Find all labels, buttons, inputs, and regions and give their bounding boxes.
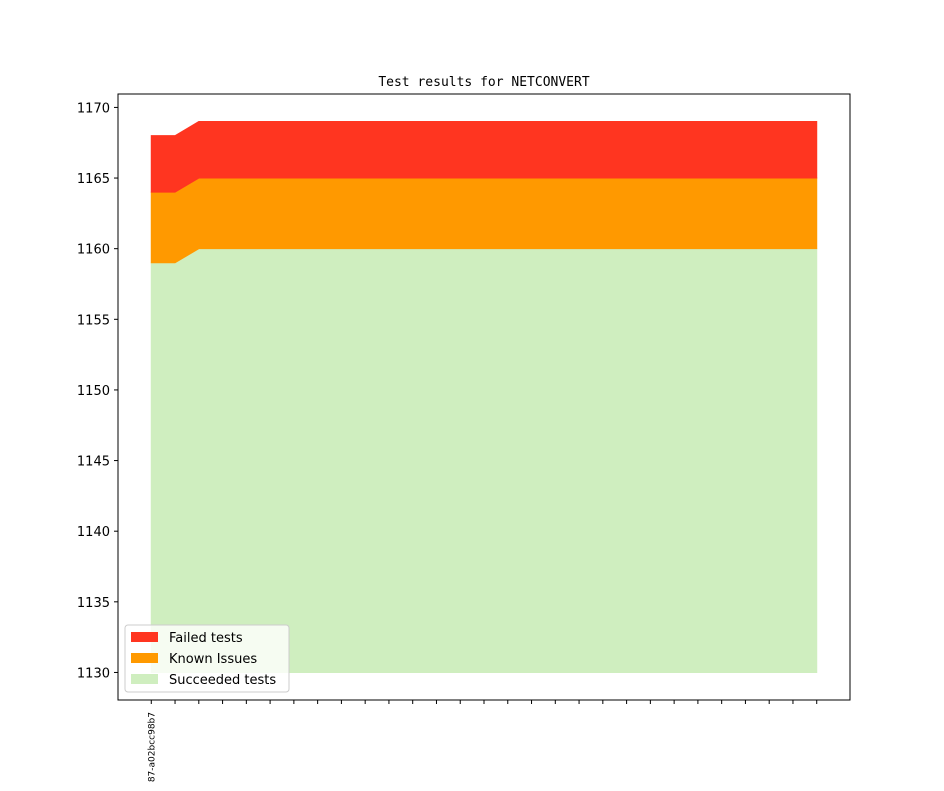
y-tick-label: 1135 xyxy=(77,596,110,611)
legend-box xyxy=(124,624,290,693)
legend-label: Failed tests xyxy=(169,631,243,646)
chart-title: Test results for NETCONVERT xyxy=(378,75,589,90)
y-tick-label: 1160 xyxy=(77,243,110,258)
y-tick-label: 1130 xyxy=(77,666,110,681)
x-tick-label: 87-a02bcc98b7 xyxy=(147,712,157,782)
legend-swatch xyxy=(131,632,158,642)
legend-label: Known Issues xyxy=(169,652,257,667)
legend-label: Succeeded tests xyxy=(169,673,276,688)
y-tick-label: 1145 xyxy=(77,455,110,470)
y-tick-label: 1155 xyxy=(77,313,110,328)
area xyxy=(150,248,818,673)
legend-swatch xyxy=(131,674,158,684)
legend-swatch xyxy=(131,653,158,663)
area xyxy=(150,121,818,193)
y-tick-label: 1140 xyxy=(77,525,110,540)
legend: Failed tests Known Issues Succeeded tests xyxy=(124,624,290,693)
y-tick-label: 1150 xyxy=(77,384,110,399)
y-tick-label: 1165 xyxy=(77,172,110,187)
y-tick-label: 1170 xyxy=(77,101,110,116)
